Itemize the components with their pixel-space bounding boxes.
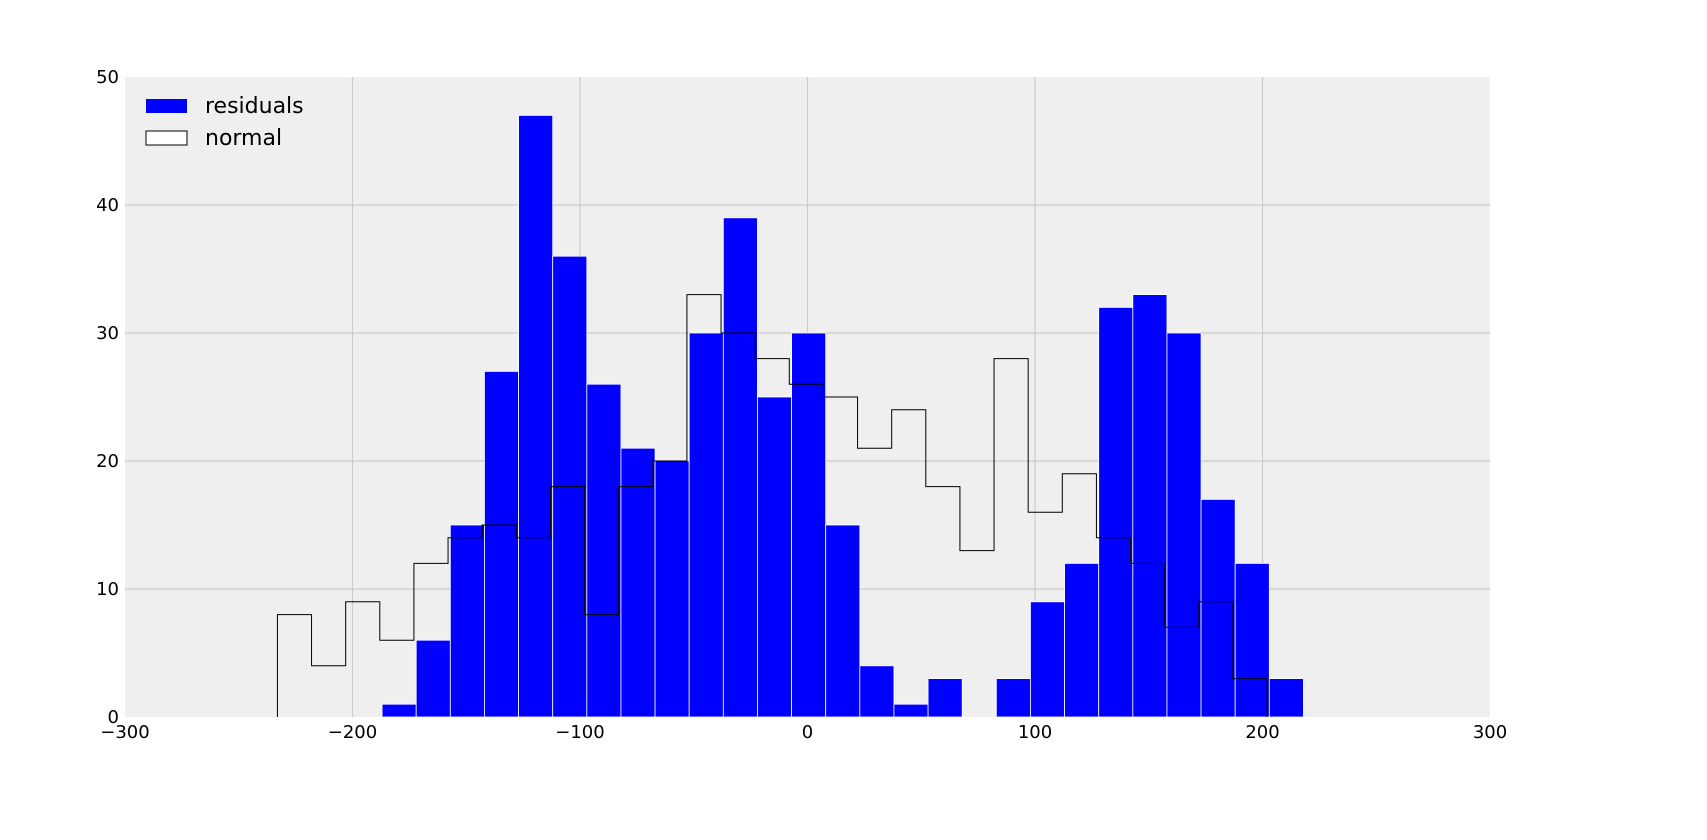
y-tick-label: 10: [96, 579, 119, 600]
legend-swatch-residuals: [146, 99, 187, 113]
x-tick-label: 200: [1245, 722, 1279, 743]
residuals-bar: [1200, 498, 1236, 718]
residuals-bar: [757, 396, 792, 718]
residuals-bar: [825, 524, 861, 718]
residuals-bar: [449, 524, 485, 718]
residuals-bar: [1132, 294, 1168, 718]
residuals-bar: [654, 460, 690, 718]
residuals-bar: [381, 703, 417, 718]
y-tick-label: 20: [96, 451, 119, 472]
residuals-bar: [995, 678, 1031, 718]
residuals-bar: [791, 332, 827, 718]
residuals-bar: [1166, 332, 1202, 718]
y-tick-label: 50: [96, 67, 119, 88]
residuals-bar: [1098, 306, 1134, 718]
y-tick-label: 40: [96, 195, 119, 216]
y-tick-label: 30: [96, 323, 119, 344]
residuals-bar: [722, 217, 758, 718]
y-tick-label: 0: [108, 707, 119, 728]
residuals-bar: [518, 115, 554, 718]
x-axis-tick-labels: −300 −200 −100 0 100 200 300: [100, 722, 1507, 743]
legend-swatch-normal: [145, 130, 188, 146]
residuals-bar: [859, 665, 895, 718]
residuals-bar: [1030, 601, 1065, 718]
x-tick-label: 0: [802, 722, 813, 743]
legend-label-residuals: residuals: [205, 94, 304, 119]
residuals-bar: [1234, 563, 1270, 718]
residuals-bar: [1268, 678, 1304, 718]
x-tick-label: −100: [555, 722, 604, 743]
residuals-bar: [415, 639, 451, 718]
legend-label-normal: normal: [205, 126, 282, 151]
legend: residuals normal: [145, 94, 304, 151]
x-tick-label: −200: [328, 722, 377, 743]
residuals-bar: [484, 370, 519, 718]
normal-step-line: [276, 294, 1268, 717]
residuals-bar: [1064, 563, 1100, 718]
normal-step-outline: [276, 294, 1268, 717]
residuals-bars: [381, 115, 1304, 718]
y-axis-tick-labels: 0 10 20 30 40 50: [96, 67, 119, 728]
residuals-bar: [927, 678, 963, 718]
residuals-bar: [586, 383, 622, 718]
x-tick-label: 300: [1473, 722, 1507, 743]
x-tick-label: −300: [100, 722, 149, 743]
residuals-bar: [620, 447, 656, 718]
residuals-bar: [688, 332, 724, 718]
residuals-bar: [893, 703, 929, 718]
x-tick-label: 100: [1018, 722, 1052, 743]
